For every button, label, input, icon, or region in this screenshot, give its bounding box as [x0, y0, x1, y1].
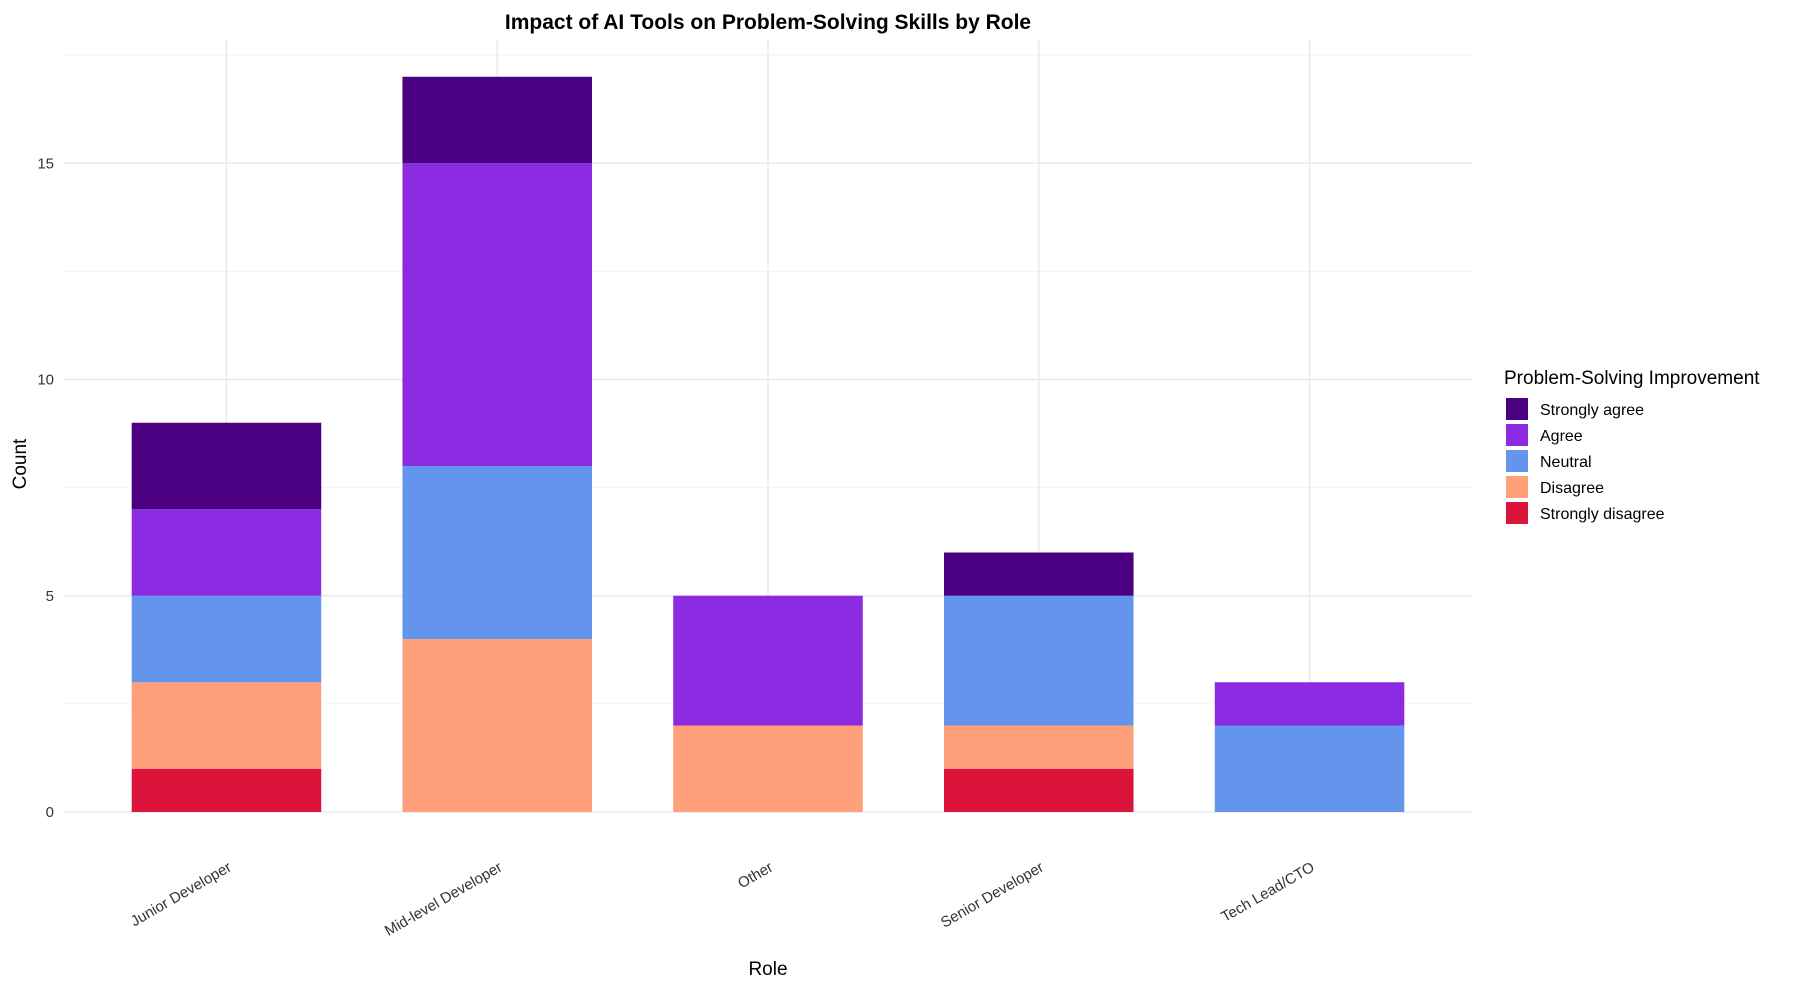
- legend-swatch: [1506, 476, 1528, 498]
- bar-senior-developer-strongly-agree: [944, 552, 1134, 596]
- bar-junior-developer-neutral: [131, 595, 322, 683]
- bar-other-disagree: [673, 725, 863, 812]
- bar-mid-level-developer-disagree: [402, 639, 592, 812]
- chart-title: Impact of AI Tools on Problem-Solving Sk…: [505, 11, 1031, 34]
- bar-mid-level-developer-strongly-agree: [402, 76, 592, 164]
- legend-swatch: [1506, 502, 1528, 524]
- legend-item-agree: Agree: [1506, 424, 1583, 446]
- bar-mid-level-developer-agree: [402, 163, 592, 467]
- bar-senior-developer-neutral: [944, 595, 1134, 726]
- bar-junior-developer-disagree: [131, 682, 322, 769]
- bar-tech-lead-cto-neutral: [1214, 725, 1405, 812]
- legend-item-strongly-disagree: Strongly disagree: [1506, 502, 1665, 524]
- bar-senior-developer-strongly-disagree: [944, 768, 1134, 812]
- y-tick-label: 0: [46, 804, 54, 821]
- bar-junior-developer-agree: [131, 509, 322, 596]
- legend-title: Problem-Solving Improvement: [1504, 368, 1760, 389]
- bar-tech-lead-cto-agree: [1214, 682, 1405, 726]
- legend-label: Disagree: [1540, 480, 1604, 497]
- bars: [131, 76, 1405, 812]
- bar-other-agree: [673, 595, 863, 726]
- bar-senior-developer-disagree: [944, 725, 1134, 769]
- legend-label: Neutral: [1540, 454, 1592, 471]
- bar-mid-level-developer-neutral: [402, 466, 592, 640]
- legend-swatch: [1506, 398, 1528, 420]
- legend-label: Strongly agree: [1540, 402, 1644, 419]
- bar-junior-developer-strongly-agree: [131, 422, 322, 510]
- y-tick-label: 5: [46, 588, 54, 605]
- x-axis-title: Role: [748, 959, 787, 980]
- bar-junior-developer-strongly-disagree: [131, 768, 322, 812]
- legend-item-strongly-agree: Strongly agree: [1506, 398, 1644, 420]
- y-tick-label: 15: [37, 155, 54, 172]
- legend-items: Strongly agree Agree Neutral Disagree Strong…: [1506, 398, 1665, 524]
- legend-label: Agree: [1540, 428, 1583, 445]
- legend-swatch: [1506, 424, 1528, 446]
- legend: Problem-Solving Improvement Strongly agr…: [1504, 368, 1760, 524]
- legend-swatch: [1506, 450, 1528, 472]
- legend-item-disagree: Disagree: [1506, 476, 1604, 498]
- y-axis-title: Count: [10, 438, 31, 489]
- y-axis-ticks: 0 5 10 15: [37, 155, 54, 821]
- legend-item-neutral: Neutral: [1506, 450, 1592, 472]
- y-tick-label: 10: [37, 372, 54, 389]
- legend-label: Strongly disagree: [1540, 506, 1665, 523]
